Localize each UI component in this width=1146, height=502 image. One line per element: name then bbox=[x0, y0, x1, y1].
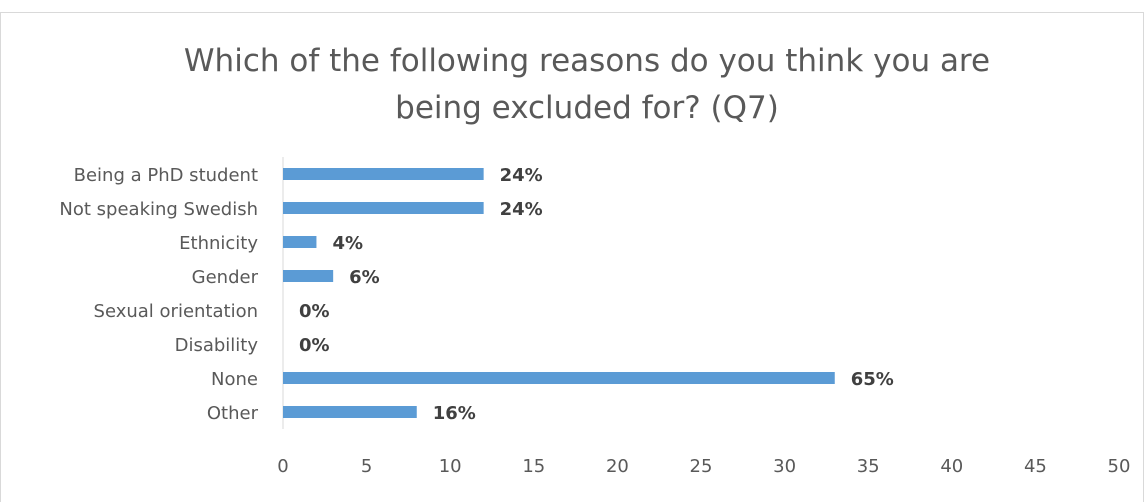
y-tick-label: Ethnicity bbox=[179, 233, 258, 254]
data-label: 65% bbox=[851, 369, 894, 390]
data-label: 16% bbox=[433, 403, 476, 424]
y-tick-label: None bbox=[211, 369, 258, 390]
bar bbox=[283, 270, 334, 282]
data-label: 4% bbox=[332, 233, 363, 254]
data-label: 0% bbox=[299, 335, 330, 356]
chart-title: Which of the following reasons do you th… bbox=[0, 38, 1146, 132]
x-tick-label: 15 bbox=[522, 456, 545, 477]
x-tick-label: 35 bbox=[857, 456, 880, 477]
data-label: 24% bbox=[500, 199, 543, 220]
bar bbox=[283, 406, 417, 418]
bar bbox=[283, 168, 484, 180]
x-tick-label: 20 bbox=[606, 456, 629, 477]
data-label: 0% bbox=[299, 301, 330, 322]
chart-frame bbox=[0, 12, 1144, 502]
y-tick-label: Other bbox=[207, 403, 259, 424]
data-label: 24% bbox=[500, 165, 543, 186]
bar bbox=[283, 202, 484, 214]
x-tick-label: 45 bbox=[1024, 456, 1047, 477]
x-tick-label: 50 bbox=[1108, 456, 1131, 477]
bar bbox=[283, 236, 317, 248]
x-tick-label: 0 bbox=[277, 456, 288, 477]
data-label: 6% bbox=[349, 267, 380, 288]
bar bbox=[283, 372, 835, 384]
y-tick-label: Sexual orientation bbox=[94, 301, 258, 322]
x-tick-label: 25 bbox=[690, 456, 713, 477]
y-tick-label: Being a PhD student bbox=[74, 165, 258, 186]
chart-title-line-2: being excluded for? (Q7) bbox=[395, 90, 779, 126]
y-tick-label: Not speaking Swedish bbox=[59, 199, 258, 220]
x-tick-label: 30 bbox=[773, 456, 796, 477]
y-tick-label: Disability bbox=[175, 335, 259, 356]
y-tick-label: Gender bbox=[192, 267, 259, 288]
x-tick-label: 5 bbox=[361, 456, 372, 477]
bar-chart: Being a PhD student 24% Not speaking Swedi… bbox=[59, 157, 1131, 477]
chart-title-line-1: Which of the following reasons do you th… bbox=[183, 43, 991, 79]
x-tick-label: 10 bbox=[439, 456, 462, 477]
x-tick-label: 40 bbox=[940, 456, 963, 477]
